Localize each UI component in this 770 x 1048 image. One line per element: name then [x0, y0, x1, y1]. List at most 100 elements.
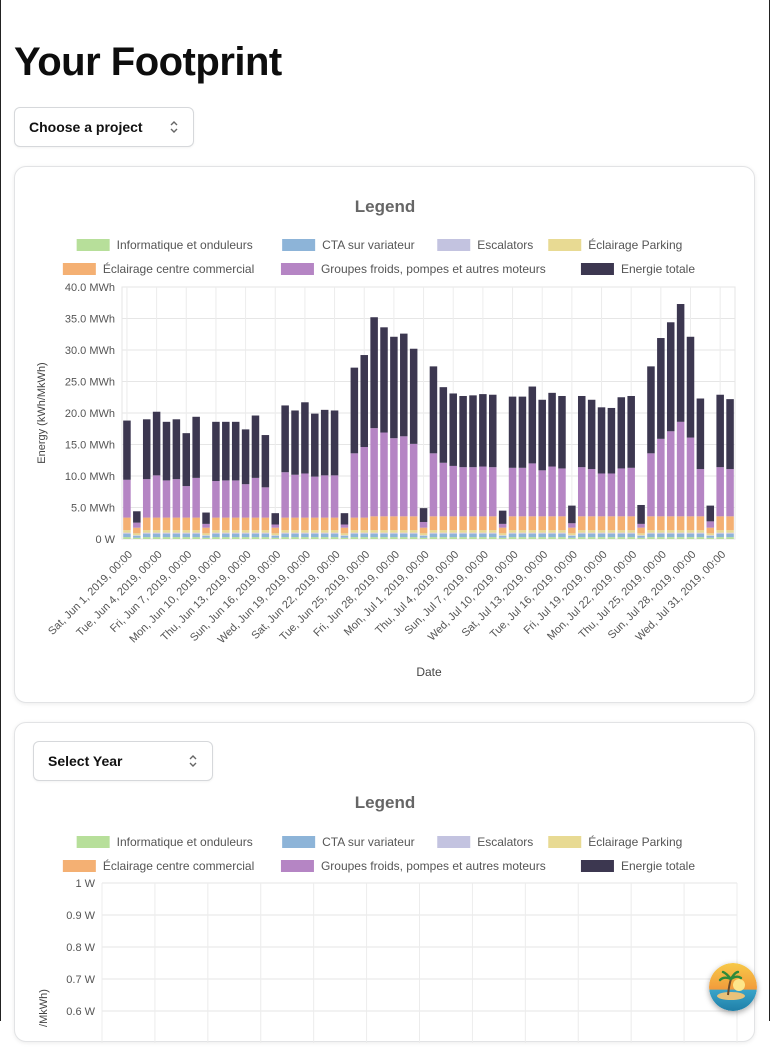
bar-segment [577, 530, 586, 533]
bar-segment [320, 532, 329, 534]
bar-segment [449, 530, 457, 533]
legend-label: Energie totale [621, 262, 695, 276]
bar-segment [390, 532, 398, 534]
bar-segment [271, 533, 280, 536]
bar-segment [142, 533, 151, 538]
bar-segment [192, 537, 200, 539]
bar-segment [380, 533, 388, 538]
legend-swatch [62, 860, 96, 872]
bar-segment [281, 472, 289, 518]
bar-segment [676, 533, 685, 538]
bar-segment [251, 537, 260, 539]
bar-segment [459, 533, 467, 538]
bar-segment [162, 480, 171, 518]
bar-segment [577, 467, 586, 517]
bar-segment [439, 533, 448, 538]
bar-segment [538, 533, 546, 538]
legend-label: CTA sur variateur [322, 238, 414, 252]
bar-segment [627, 467, 635, 517]
bar-segment [528, 516, 537, 531]
year-select[interactable]: Select Year [33, 741, 213, 781]
bar-segment [686, 530, 695, 533]
bar-segment [479, 530, 487, 533]
bar-segment [172, 532, 181, 534]
bar-segment [311, 537, 319, 539]
bar-segment [419, 533, 428, 536]
bar-segment [479, 533, 487, 538]
assistant-fab-button[interactable] [709, 963, 757, 1011]
bar-segment [202, 523, 210, 528]
bar-segment [706, 505, 715, 522]
bar-segment [489, 532, 497, 534]
bar-segment [429, 532, 438, 534]
bar-segment [627, 537, 635, 539]
bar-segment [676, 516, 685, 531]
bar-segment [320, 530, 329, 533]
bar-segment [666, 530, 675, 533]
window-border-left [0, 0, 1, 1021]
bar-segment [607, 407, 616, 474]
bar-segment [696, 469, 705, 517]
project-select[interactable]: Choose a project [14, 107, 194, 147]
bar-segment [696, 398, 705, 470]
y-tick-label: 35.0 MWh [65, 314, 115, 326]
bar-segment [508, 396, 517, 468]
bar-segment [568, 523, 576, 528]
bar-segment [380, 432, 388, 517]
bar-segment [597, 530, 606, 533]
bar-segment [133, 533, 141, 536]
bar-segment [489, 516, 497, 531]
bar-segment [123, 517, 131, 531]
bar-segment [380, 532, 388, 534]
bar-segment [231, 530, 240, 533]
legend-label: Éclairage centre commercial [103, 858, 254, 873]
bar-segment [380, 530, 388, 533]
bar-segment [676, 532, 685, 534]
bar-segment [212, 532, 220, 534]
bar-segment [597, 407, 606, 474]
bar-segment [469, 395, 477, 468]
bar-segment [291, 537, 299, 539]
bar-segment [548, 537, 556, 539]
bar-segment [627, 395, 635, 468]
bar-segment [400, 436, 408, 517]
bar-segment [271, 537, 280, 539]
bar-segment [647, 537, 655, 539]
bar-segment [657, 532, 665, 534]
bar-segment [320, 409, 329, 476]
footprint-chart-card: Legend Informatique et onduleurs CTA sur v… [14, 166, 755, 703]
bar-segment [301, 530, 309, 533]
bar-segment [350, 532, 359, 534]
bar-segment [617, 397, 626, 469]
bar-segment [182, 486, 191, 518]
bar-segment [726, 530, 734, 533]
bar-segment [301, 532, 309, 534]
bar-segment [568, 535, 576, 536]
bar-segment [291, 533, 299, 538]
legend-swatch [280, 263, 314, 275]
y-axis-label: /MkWh) [38, 989, 50, 1027]
bar-segment [459, 532, 467, 534]
bar-segment [330, 537, 339, 539]
bar-segment [409, 537, 418, 539]
bar-segment [498, 533, 507, 536]
bar-segment [657, 338, 665, 439]
legend-swatch [437, 836, 471, 848]
bar-segment [172, 517, 181, 531]
bar-segment [479, 466, 487, 517]
bar-segment [370, 428, 378, 517]
bar-segment [390, 438, 398, 517]
bar-segment [558, 537, 566, 539]
bar-segment [241, 530, 250, 533]
bar-segment [133, 535, 141, 536]
bar-segment [587, 516, 596, 531]
bar-segment [439, 530, 448, 533]
bar-segment [498, 523, 507, 528]
bar-segment [419, 535, 428, 536]
bar-segment [469, 533, 477, 538]
legend-label: Energie totale [621, 859, 695, 873]
bar-segment [281, 405, 289, 473]
bar-segment [400, 333, 408, 437]
bar-segment [400, 532, 408, 534]
bar-segment [568, 505, 576, 524]
